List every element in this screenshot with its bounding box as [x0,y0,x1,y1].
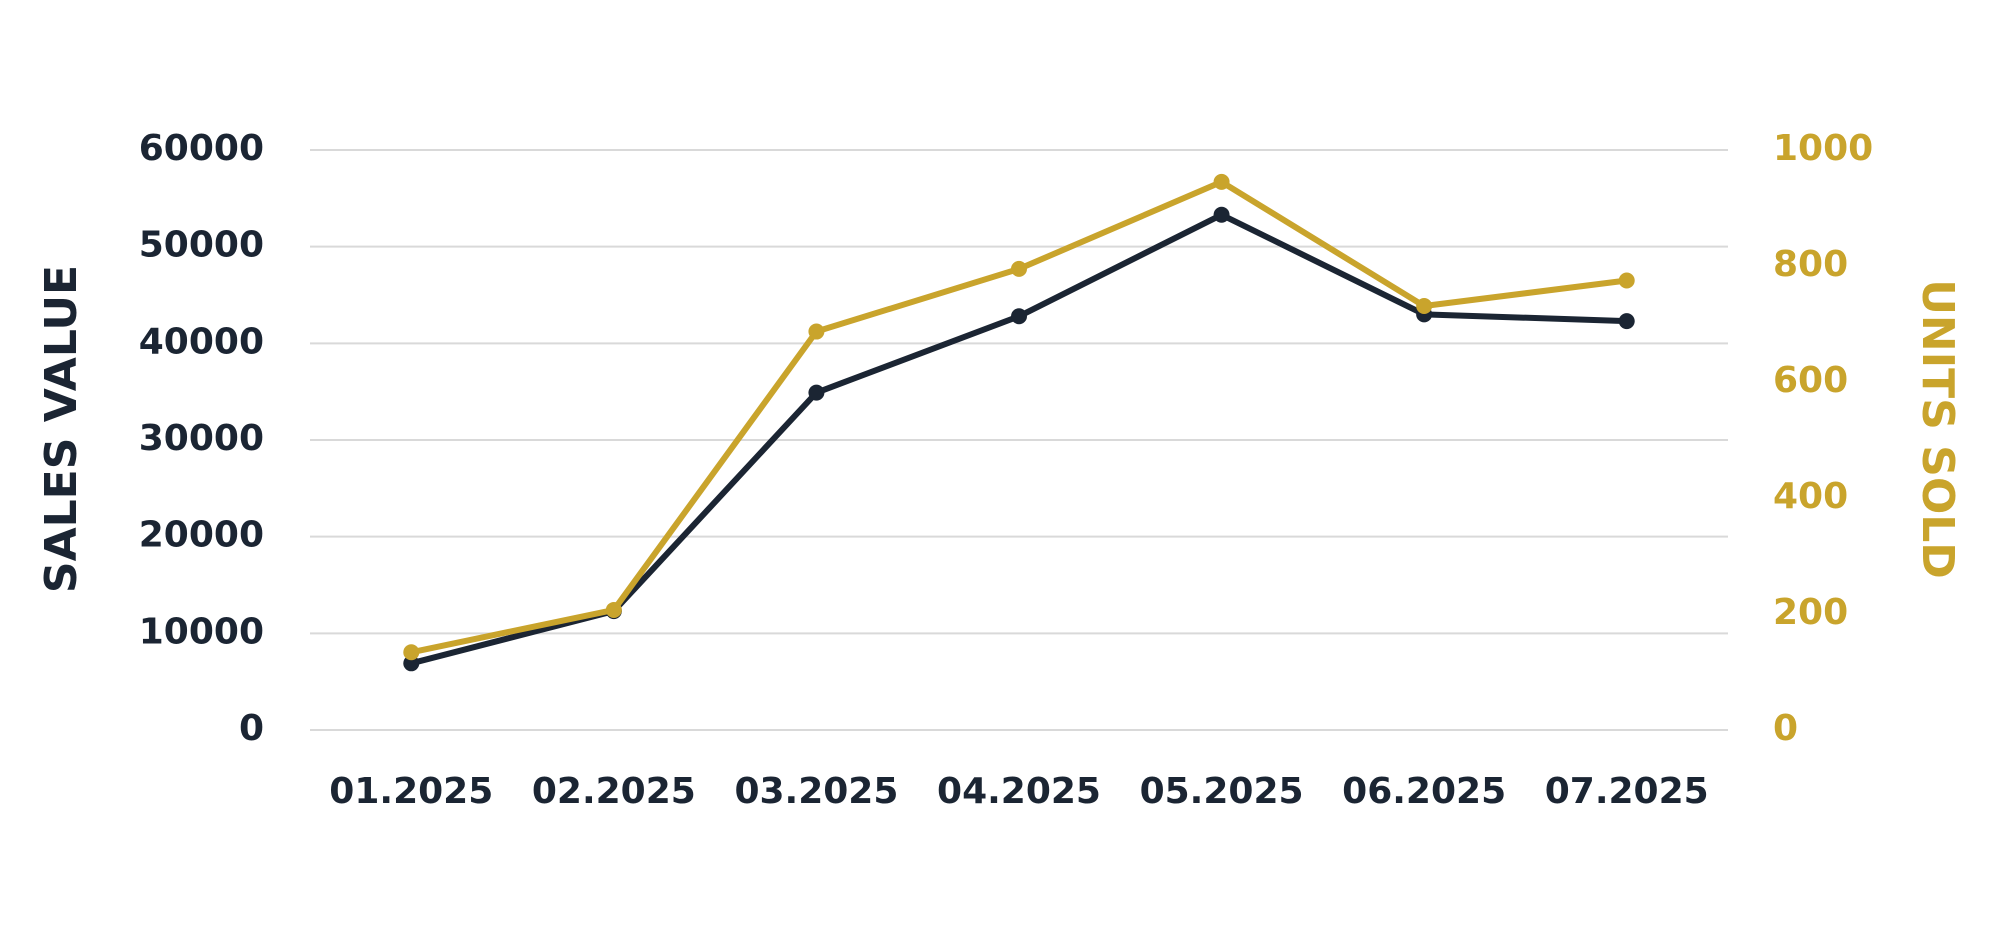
y2-tick-label: 400 [1773,476,1848,517]
y-tick-label: 40000 [139,321,264,362]
y2-tick-label: 600 [1773,360,1848,401]
data-point [403,655,420,672]
data-point [1618,272,1635,289]
data-point [1213,173,1230,190]
x-tick-label: 02.2025 [532,771,696,812]
x-tick-label: 07.2025 [1545,771,1709,812]
y-tick-label: 0 [239,708,264,749]
y-tick-label: 20000 [139,515,264,556]
data-point [1618,313,1635,330]
x-tick-label: 06.2025 [1342,771,1506,812]
data-point [605,601,622,618]
x-tick-label: 01.2025 [329,771,493,812]
x-tick-label: 05.2025 [1140,771,1304,812]
y-tick-label: 30000 [139,418,264,459]
data-point [808,323,825,340]
data-point [1213,206,1230,223]
y-tick-label: 10000 [139,611,264,652]
y2-axis-title: UNITS SOLD [1912,279,1963,579]
y-tick-label: 60000 [139,128,264,169]
y2-tick-label: 0 [1773,708,1798,749]
data-point [403,644,420,661]
x-tick-label: 04.2025 [937,771,1101,812]
y-tick-label: 50000 [139,225,264,266]
y2-tick-label: 800 [1773,244,1848,285]
data-point [1416,298,1433,315]
x-tick-label: 03.2025 [734,771,898,812]
data-point [1011,308,1027,325]
y2-tick-label: 200 [1773,592,1848,633]
data-point [808,384,825,401]
y-axis-title: SALES VALUE [36,265,87,593]
series-line [410,178,1628,656]
data-point [1011,260,1027,277]
y2-tick-label: 1000 [1773,128,1873,169]
